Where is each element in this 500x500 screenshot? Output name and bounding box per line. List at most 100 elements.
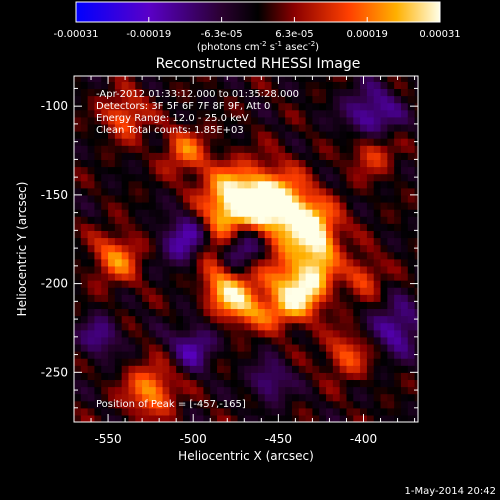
heatmap-cell [169,95,177,104]
heatmap-cell [360,116,368,125]
heatmap-cell [155,223,164,231]
y-tick-label: -200 [41,277,68,291]
heatmap-cell [400,393,409,402]
heatmap-cell [162,372,170,381]
heatmap-cell [155,209,164,217]
heatmap-cell [217,287,225,295]
heatmap-cell [312,414,320,422]
heatmap-cell [128,223,136,231]
heatmap-cell [387,386,395,395]
heatmap-cell [305,393,314,402]
heatmap-cell [189,116,198,125]
heatmap-cell [244,301,252,310]
heatmap-cell [353,322,361,331]
heatmap-cell [189,258,198,267]
heatmap-cell [237,138,245,146]
heatmap-cell [203,400,211,409]
heatmap-cell [394,223,402,231]
heatmap-cell [74,76,82,82]
heatmap-cell [196,294,205,302]
heatmap-cell [278,116,286,125]
heatmap-cell [264,336,273,345]
heatmap-cell [108,336,116,345]
heatmap-cell [210,258,218,267]
heatmap-cell [305,131,314,139]
heatmap-cell [360,173,368,182]
heatmap-cell [278,280,286,288]
heatmap-cell [114,251,123,260]
heatmap-cell [394,400,402,409]
heatmap-cell [176,138,184,146]
heatmap-cell [298,138,307,146]
heatmap-cell [366,216,375,224]
heatmap-cell [285,329,293,338]
heatmap-cell [135,187,143,196]
heatmap-cell [217,102,225,111]
heatmap-cell [182,209,191,217]
heatmap-cell [182,351,191,359]
heatmap-cell [326,400,334,409]
heatmap-cell [87,365,96,373]
heatmap-cell [244,216,252,224]
heatmap-cell [80,180,89,189]
colorbar-tick-label: -0.00031 [54,29,99,40]
heatmap-cell [155,294,164,302]
heatmap-cell [121,351,130,359]
heatmap-cell [148,230,157,239]
heatmap-cell [319,131,327,139]
heatmap-cell [387,336,395,345]
heatmap-cell [148,194,157,203]
heatmap-cell [210,166,218,175]
heatmap-cell [114,209,123,217]
heatmap-cell [264,159,273,168]
heatmap-cell [80,322,89,331]
heatmap-cell [87,400,96,409]
heatmap-cell [312,393,320,402]
heatmap-cell [217,223,225,231]
heatmap-cell [278,365,286,373]
heatmap-cell [305,88,314,97]
heatmap-cell [366,365,375,373]
heatmap-cell [155,109,164,118]
heatmap-cell [210,173,218,182]
heatmap-cell [400,194,409,203]
heatmap-cell [182,116,191,125]
heatmap-cell [278,95,286,104]
heatmap-cell [373,379,382,388]
heatmap-cell [189,237,198,246]
heatmap-cell [387,123,395,132]
heatmap-cell [114,336,123,345]
heatmap-cell [251,386,259,395]
heatmap-cell [380,180,388,189]
heatmap-cell [169,379,177,388]
heatmap-cell [346,336,354,345]
heatmap-cell [278,393,286,402]
heatmap-cell [210,216,218,224]
heatmap-cell [169,315,177,324]
heatmap-cell [414,322,418,331]
heatmap-cell [332,216,341,224]
heatmap-cell [108,315,116,324]
heatmap-cell [257,102,266,111]
heatmap-cell [326,116,334,125]
heatmap-cell [121,88,130,97]
heatmap-cell [244,131,252,139]
heatmap-cell [366,145,375,153]
heatmap-cell [230,351,239,359]
heatmap-cell [285,315,293,324]
heatmap-cell [291,407,300,416]
heatmap-cell [108,407,116,416]
heatmap-cell [217,81,225,90]
heatmap-cell [182,407,191,416]
heatmap-cell [223,95,232,104]
heatmap-cell [189,393,198,402]
heatmap-cell [121,315,130,324]
heatmap-cell [121,308,130,317]
heatmap-cell [339,365,348,373]
heatmap-cell [210,407,218,416]
heatmap-cell [244,102,252,111]
heatmap-cell [407,152,416,160]
heatmap-cell [94,315,102,324]
heatmap-cell [373,414,382,422]
heatmap-cell [182,258,191,267]
